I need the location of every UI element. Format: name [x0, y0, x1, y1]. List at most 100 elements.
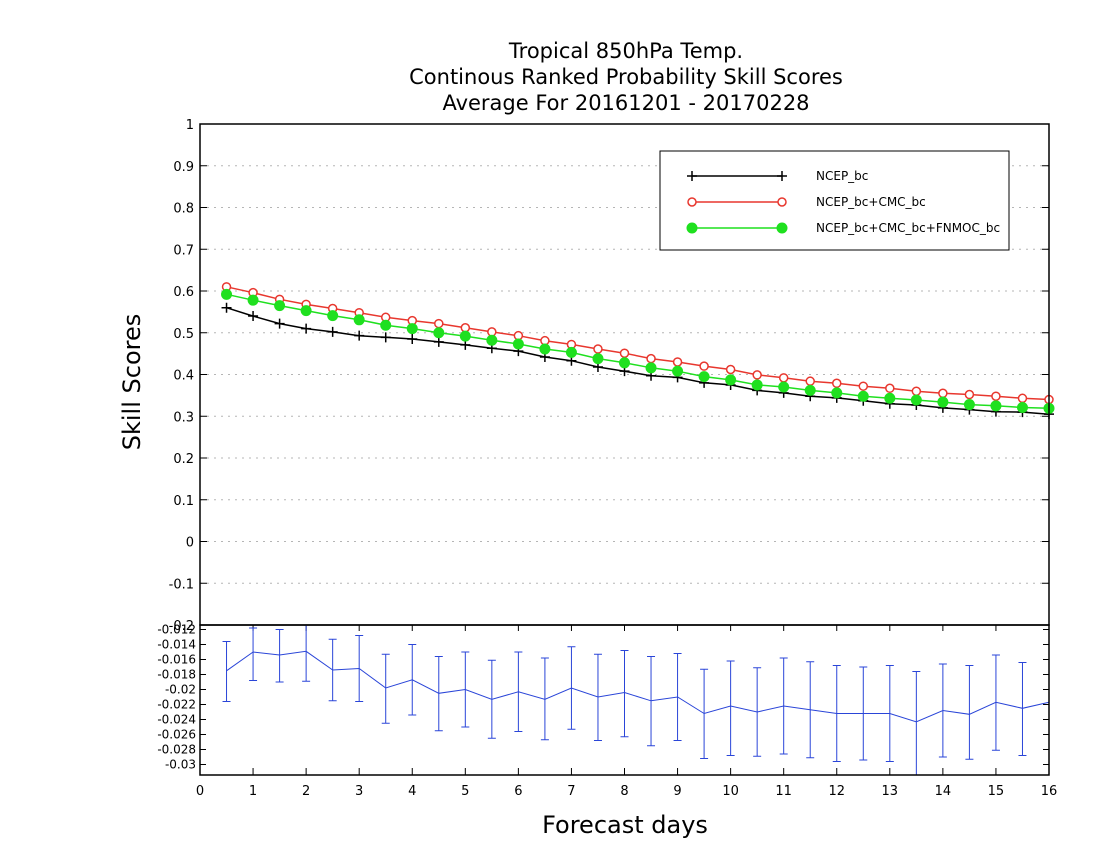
data-point	[619, 357, 630, 369]
data-point	[539, 343, 551, 355]
data-point	[248, 311, 259, 322]
sub-y-tick-label: -0.026	[157, 728, 196, 742]
data-point	[804, 384, 816, 396]
legend: NCEP_bc NCEP_bc+CMC_bc NCEP_bc+CMC_bc+FNMO…	[659, 150, 1010, 251]
data-point	[857, 390, 869, 402]
legend-marker	[777, 197, 787, 207]
data-point	[247, 294, 259, 306]
data-point	[460, 322, 471, 333]
data-point	[433, 336, 444, 347]
data-point	[540, 335, 550, 346]
sub-plot-series	[222, 624, 1050, 775]
data-point	[725, 374, 737, 386]
data-point	[327, 326, 338, 337]
data-point	[885, 383, 895, 394]
y-tick-label: 0.2	[173, 452, 194, 467]
chart-title-line-1: Tropical 850hPa Temp.	[508, 39, 743, 63]
data-point	[300, 305, 312, 317]
y-tick-label: -0.1	[169, 577, 194, 592]
y-tick-label: 0.3	[173, 410, 194, 425]
data-point	[805, 376, 815, 386]
chart-title-line-3: Average For 20161201 - 20170228	[442, 91, 809, 115]
sub-y-tick-label: -0.018	[157, 668, 196, 682]
y-tick-label: 0.5	[173, 327, 194, 342]
legend-marker	[687, 171, 697, 181]
sub-y-tick-label: -0.012	[157, 623, 196, 637]
sub-y-tick-label: -0.028	[157, 743, 196, 757]
legend-marker	[777, 171, 787, 181]
legend-marker	[687, 197, 697, 207]
data-point	[487, 327, 497, 337]
x-tick-label: 14	[935, 784, 952, 799]
data-point	[990, 400, 1002, 412]
legend-marker	[776, 222, 788, 234]
data-point	[751, 379, 763, 391]
data-point	[327, 310, 339, 322]
y-tick-label: 0.4	[173, 369, 194, 384]
data-point	[672, 357, 683, 367]
y-tick-label: 0.9	[173, 160, 194, 175]
data-point	[593, 344, 603, 354]
sub-y-tick-label: -0.02	[165, 683, 196, 697]
data-point	[274, 318, 285, 329]
x-tick-label: 7	[567, 784, 575, 799]
series-line-2	[226, 286, 1050, 401]
x-tick-label: 2	[302, 784, 310, 799]
sub-y-tick-label: -0.03	[165, 758, 196, 772]
sub-y-tick-label: -0.016	[157, 653, 196, 667]
data-point	[221, 302, 232, 313]
data-point	[433, 327, 445, 339]
data-point	[274, 300, 286, 312]
data-point	[301, 323, 312, 334]
data-point	[911, 386, 922, 396]
data-point	[380, 319, 392, 331]
data-point	[938, 388, 948, 399]
data-point	[459, 330, 471, 342]
data-point	[1016, 401, 1028, 413]
data-point	[699, 361, 709, 371]
y-tick-label: -0.2	[169, 619, 194, 634]
data-point	[778, 373, 789, 383]
legend-box	[659, 150, 1010, 251]
data-point	[221, 288, 233, 300]
legend-label-3: NCEP_bc+CMC_bc+FNMOC_bc	[816, 221, 1000, 235]
sub-y-tick-label: -0.024	[157, 713, 196, 727]
x-tick-label: 11	[775, 784, 792, 799]
data-point	[407, 334, 418, 345]
x-tick-label: 3	[355, 784, 363, 799]
main-plot-series	[221, 282, 1055, 420]
data-point	[963, 399, 975, 411]
data-point	[592, 353, 604, 365]
data-point	[434, 318, 444, 329]
x-tick-label: 15	[988, 784, 1005, 799]
data-point	[353, 314, 365, 326]
y-tick-label: 0.7	[173, 243, 194, 258]
data-point	[1017, 393, 1028, 404]
data-point	[937, 396, 949, 408]
y-tick-label: 0.8	[173, 202, 194, 217]
main-y-axis: 1 0.9 0.8 0.7 0.6 0.5 0.4 0.3 0.2 0.1 0 -0.1 -0.2	[169, 118, 1049, 634]
sub-y-tick-label: -0.022	[157, 698, 196, 712]
x-tick-label: 8	[620, 784, 628, 799]
y-tick-label: 1	[186, 118, 194, 133]
data-point	[884, 392, 896, 404]
chart-title-line-2: Continous Ranked Probability Skill Score…	[409, 65, 843, 89]
x-tick-label: 9	[673, 784, 681, 799]
x-axis-label: Forecast days	[542, 811, 708, 839]
x-tick-label: 16	[1041, 784, 1058, 799]
sub-y-tick-label: -0.014	[157, 638, 196, 652]
x-tick-label: 1	[249, 784, 257, 799]
data-point	[778, 381, 790, 393]
data-point	[645, 362, 657, 374]
data-point	[725, 364, 736, 375]
difference-line	[226, 650, 1050, 723]
data-point	[486, 334, 498, 346]
chart-title: Tropical 850hPa Temp. Continous Ranked P…	[409, 39, 843, 115]
data-point	[831, 387, 843, 399]
x-tick-label: 4	[408, 784, 416, 799]
data-point	[910, 394, 922, 406]
data-point	[513, 330, 524, 341]
y-tick-label: 0.1	[173, 494, 194, 509]
data-point	[619, 348, 630, 358]
